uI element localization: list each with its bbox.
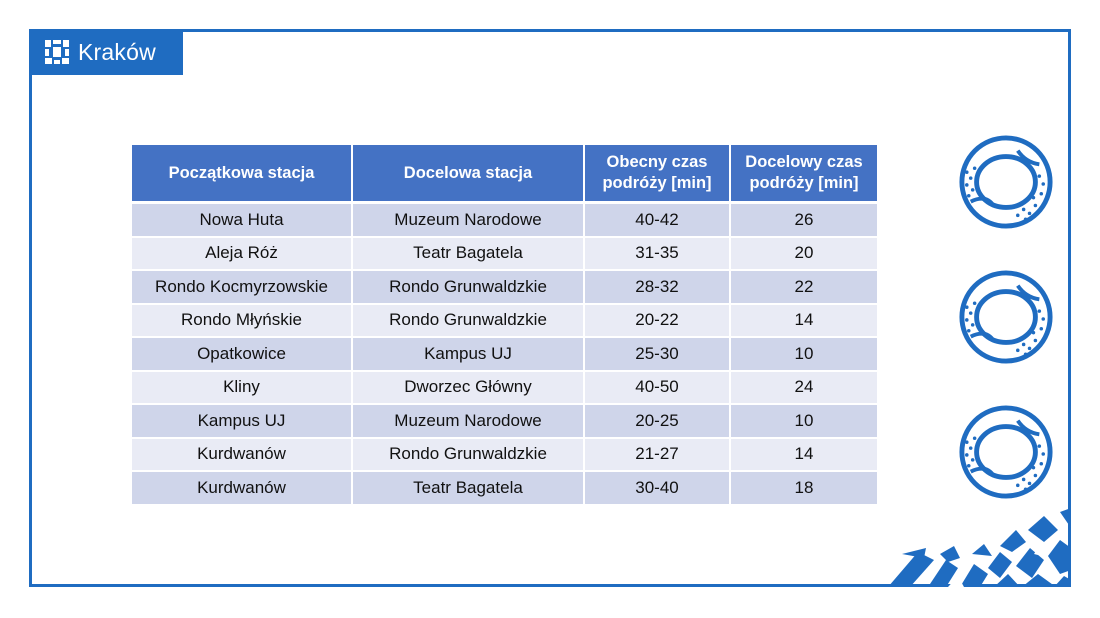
column-header-destination-station: Docelowa stacja <box>352 145 585 204</box>
current-time-cell: 30-40 <box>584 471 731 506</box>
brand-name: Kraków <box>78 38 156 65</box>
target-time-cell: 24 <box>730 370 877 405</box>
column-header-current-travel-time: Obecny czas podróży [min] <box>584 145 731 204</box>
column-header-start-station: Początkowa stacja <box>132 145 353 204</box>
ring-pattern-icon <box>959 135 1053 229</box>
krakow-logo-icon <box>45 40 69 64</box>
table-row: Opatkowice Kampus UJ 25-30 10 <box>132 337 877 372</box>
table-row: Rondo Młyńskie Rondo Grunwaldzkie 20-22 14 <box>132 303 877 338</box>
start-station-cell: Aleja Róż <box>132 236 353 271</box>
start-station-cell: Kurdwanów <box>132 471 353 506</box>
target-time-cell: 14 <box>730 303 877 338</box>
start-station-cell: Kliny <box>132 370 353 405</box>
destination-station-cell: Rondo Grunwaldzkie <box>352 303 585 338</box>
destination-station-cell: Dworzec Główny <box>352 370 585 405</box>
current-time-cell: 20-22 <box>584 303 731 338</box>
start-station-cell: Rondo Młyńskie <box>132 303 353 338</box>
table-row: Nowa Huta Muzeum Narodowe 40-42 26 <box>132 202 877 238</box>
current-time-cell: 31-35 <box>584 236 731 271</box>
destination-station-cell: Muzeum Narodowe <box>352 404 585 439</box>
table-row: Kliny Dworzec Główny 40-50 24 <box>132 370 877 405</box>
current-time-cell: 25-30 <box>584 337 731 372</box>
destination-station-cell: Muzeum Narodowe <box>352 202 585 238</box>
brand-logo: Kraków <box>29 29 183 75</box>
current-time-cell: 28-32 <box>584 270 731 305</box>
start-station-cell: Kampus UJ <box>132 404 353 439</box>
target-time-cell: 10 <box>730 404 877 439</box>
table-row: Aleja Róż Teatr Bagatela 31-35 20 <box>132 236 877 271</box>
start-station-cell: Kurdwanów <box>132 437 353 472</box>
destination-station-cell: Rondo Grunwaldzkie <box>352 437 585 472</box>
table-row: Rondo Kocmyrzowskie Rondo Grunwaldzkie 28-… <box>132 270 877 305</box>
current-time-cell: 20-25 <box>584 404 731 439</box>
table-row: Kampus UJ Muzeum Narodowe 20-25 10 <box>132 404 877 439</box>
mosaic-pattern-icon <box>888 508 1071 587</box>
target-time-cell: 26 <box>730 202 877 238</box>
column-header-target-travel-time: Docelowy czas podróży [min] <box>730 145 877 204</box>
start-station-cell: Opatkowice <box>132 337 353 372</box>
target-time-cell: 22 <box>730 270 877 305</box>
table-header-row: Początkowa stacja Docelowa stacja Obecny… <box>132 145 877 204</box>
table-row: Kurdwanów Teatr Bagatela 30-40 18 <box>132 471 877 506</box>
destination-station-cell: Teatr Bagatela <box>352 236 585 271</box>
destination-station-cell: Teatr Bagatela <box>352 471 585 506</box>
destination-station-cell: Rondo Grunwaldzkie <box>352 270 585 305</box>
current-time-cell: 40-50 <box>584 370 731 405</box>
target-time-cell: 18 <box>730 471 877 506</box>
target-time-cell: 14 <box>730 437 877 472</box>
travel-time-table: Początkowa stacja Docelowa stacja Obecny… <box>132 145 877 506</box>
start-station-cell: Nowa Huta <box>132 202 353 238</box>
ring-pattern-icon <box>959 270 1053 364</box>
start-station-cell: Rondo Kocmyrzowskie <box>132 270 353 305</box>
target-time-cell: 10 <box>730 337 877 372</box>
table-row: Kurdwanów Rondo Grunwaldzkie 21-27 14 <box>132 437 877 472</box>
ring-pattern-icon <box>959 405 1053 499</box>
target-time-cell: 20 <box>730 236 877 271</box>
current-time-cell: 40-42 <box>584 202 731 238</box>
current-time-cell: 21-27 <box>584 437 731 472</box>
destination-station-cell: Kampus UJ <box>352 337 585 372</box>
slide-frame <box>29 29 1071 587</box>
